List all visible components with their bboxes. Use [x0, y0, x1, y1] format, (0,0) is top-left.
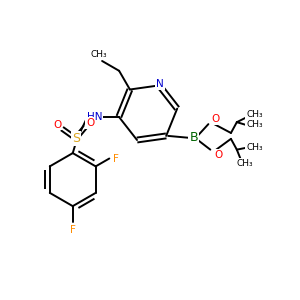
Text: B: B	[189, 131, 198, 144]
Text: S: S	[72, 132, 80, 145]
Text: HN: HN	[87, 112, 102, 122]
Text: CH₃: CH₃	[246, 120, 263, 129]
Text: O: O	[211, 114, 219, 124]
Text: CH₃: CH₃	[246, 143, 263, 152]
Text: CH₃: CH₃	[246, 110, 263, 119]
Text: N: N	[156, 80, 164, 89]
Text: O: O	[86, 118, 94, 128]
Text: CH₃: CH₃	[91, 50, 107, 58]
Text: O: O	[53, 120, 61, 130]
Text: F: F	[113, 154, 119, 164]
Text: CH₃: CH₃	[236, 159, 253, 168]
Text: F: F	[70, 225, 76, 235]
Text: O: O	[214, 150, 222, 160]
Text: B: B	[189, 131, 198, 144]
